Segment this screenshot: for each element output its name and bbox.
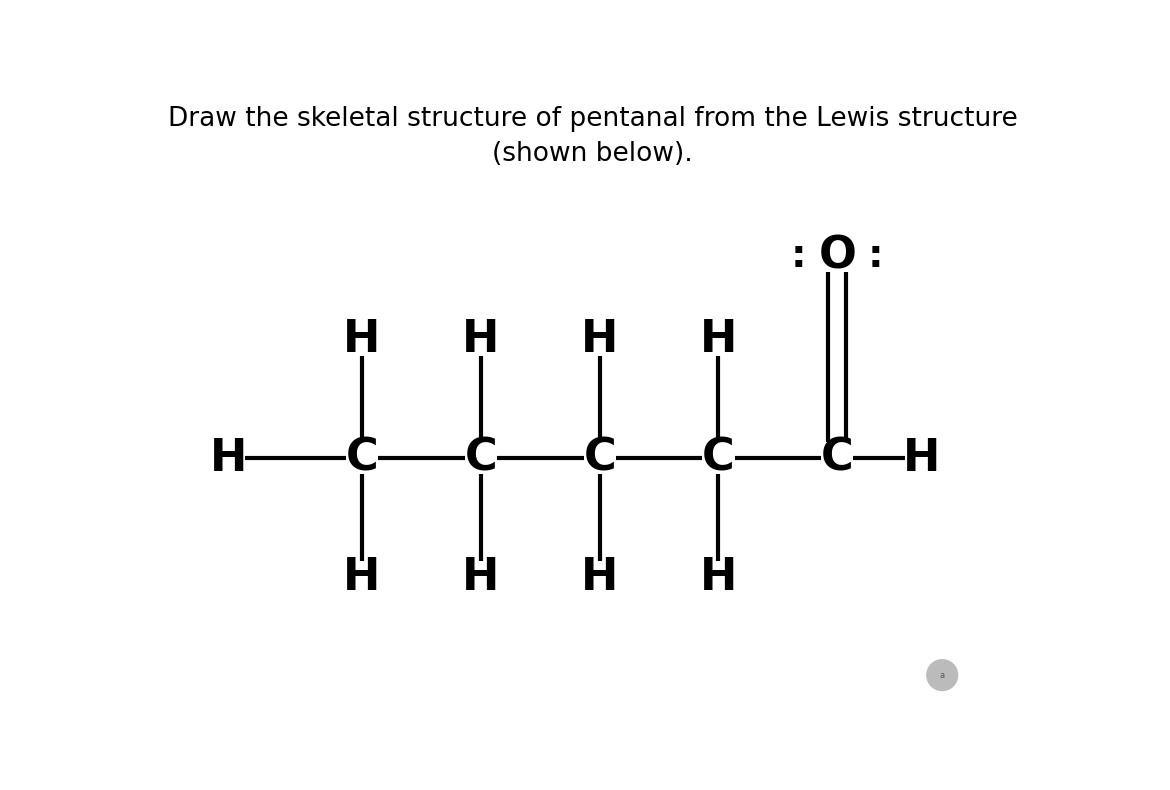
Text: H: H xyxy=(581,555,618,599)
Text: C: C xyxy=(345,437,378,480)
Text: C: C xyxy=(584,437,615,480)
Text: H: H xyxy=(211,437,248,480)
Text: H: H xyxy=(700,555,737,599)
Text: Draw the skeletal structure of pentanal from the Lewis structure: Draw the skeletal structure of pentanal … xyxy=(167,107,1018,132)
Text: H: H xyxy=(581,318,618,361)
Text: H: H xyxy=(343,318,380,361)
Text: :: : xyxy=(868,237,883,275)
Text: C: C xyxy=(464,437,497,480)
Text: O: O xyxy=(818,234,856,277)
Text: C: C xyxy=(821,437,854,480)
Text: H: H xyxy=(700,318,737,361)
Text: H: H xyxy=(462,555,500,599)
Text: H: H xyxy=(343,555,380,599)
Text: :: : xyxy=(791,237,806,275)
Text: (shown below).: (shown below). xyxy=(493,141,693,167)
Text: C: C xyxy=(702,437,735,480)
Circle shape xyxy=(927,660,957,690)
Text: H: H xyxy=(902,437,940,480)
Text: a: a xyxy=(940,671,945,679)
Text: H: H xyxy=(462,318,500,361)
